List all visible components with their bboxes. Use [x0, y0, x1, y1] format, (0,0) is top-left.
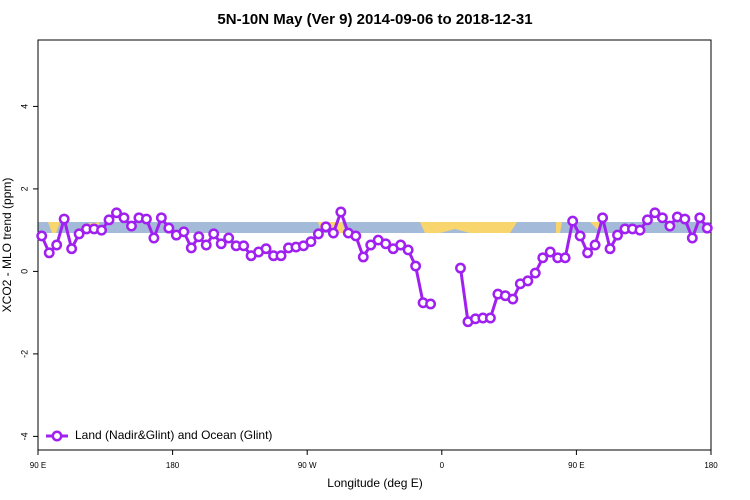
- data-point: [664, 220, 676, 232]
- x-tick-label: 90 E: [568, 461, 584, 470]
- data-point: [350, 230, 362, 242]
- data-point: [544, 246, 556, 258]
- data-point: [111, 207, 122, 219]
- data-point: [140, 213, 152, 225]
- data-point: [656, 212, 668, 224]
- data-point: [649, 207, 661, 219]
- data-point: [200, 239, 212, 251]
- data-point: [410, 260, 422, 272]
- data-point: [686, 232, 698, 244]
- data-point: [320, 221, 332, 233]
- data-point: [701, 222, 713, 234]
- data-point: [275, 250, 287, 262]
- y-tick-label: -2: [19, 350, 29, 358]
- data-point: [118, 212, 130, 224]
- data-point: [484, 312, 496, 324]
- data-point: [380, 238, 392, 250]
- data-point: [238, 240, 250, 252]
- data-point: [507, 293, 519, 305]
- x-tick-label: 180: [166, 461, 180, 470]
- y-tick-label: 0: [19, 269, 29, 274]
- data-point: [51, 239, 63, 251]
- data-point: [604, 243, 616, 255]
- data-point: [335, 206, 347, 218]
- data-point: [148, 232, 160, 244]
- data-point: [185, 242, 197, 254]
- data-point: [73, 228, 85, 240]
- map-strip: [38, 222, 711, 233]
- data-point: [312, 228, 324, 240]
- data-point: [694, 212, 706, 224]
- data-point: [641, 214, 653, 226]
- data-point: [634, 224, 646, 236]
- x-axis-label: Longitude (deg E): [327, 476, 422, 490]
- legend-marker: [51, 430, 63, 442]
- data-point: [208, 228, 220, 240]
- data-point: [260, 243, 272, 255]
- data-point: [163, 222, 175, 234]
- chart-title: 5N-10N May (Ver 9) 2014-09-06 to 2018-12…: [217, 11, 532, 28]
- x-tick-label: 90 E: [30, 461, 46, 470]
- data-point: [305, 236, 317, 248]
- legend-label: Land (Nadir&Glint) and Ocean (Glint): [75, 428, 272, 442]
- data-point: [103, 214, 115, 226]
- x-tick-label: 0: [440, 461, 445, 470]
- data-point: [96, 224, 108, 236]
- data-point: [215, 238, 227, 250]
- data-point: [357, 251, 369, 263]
- data-point: [559, 252, 571, 264]
- data-point: [178, 226, 190, 238]
- ocean-strip: [38, 222, 711, 233]
- data-point: [582, 247, 594, 259]
- data-point: [425, 298, 437, 310]
- y-tick-label: 2: [19, 186, 29, 191]
- data-point: [327, 227, 339, 239]
- data-point: [455, 262, 466, 274]
- data-point: [537, 252, 549, 264]
- data-point: [402, 244, 414, 256]
- data-point: [58, 213, 70, 225]
- data-point: [126, 220, 137, 232]
- data-point: [574, 230, 586, 242]
- data-point: [597, 212, 609, 224]
- plot-frame: [37, 39, 712, 451]
- x-tick-label: 180: [704, 461, 718, 470]
- data-point: [36, 230, 48, 242]
- data-point: [529, 267, 541, 279]
- data-point: [43, 247, 55, 259]
- data-point: [679, 213, 691, 225]
- data-point: [223, 232, 235, 244]
- y-axis-label: XCO2 - MLO trend (ppm): [0, 178, 14, 313]
- data-point: [589, 239, 601, 251]
- data-point: [395, 239, 407, 251]
- data-point: [567, 215, 579, 227]
- x-tick-label: 90 W: [298, 461, 317, 470]
- data-point: [66, 243, 78, 255]
- data-point: [365, 239, 377, 251]
- data-point: [522, 275, 534, 287]
- data-point: [193, 231, 205, 243]
- data-point: [155, 212, 167, 224]
- y-tick-label: 4: [19, 104, 29, 109]
- data-point: [612, 229, 623, 241]
- y-tick-label: -4: [19, 432, 29, 440]
